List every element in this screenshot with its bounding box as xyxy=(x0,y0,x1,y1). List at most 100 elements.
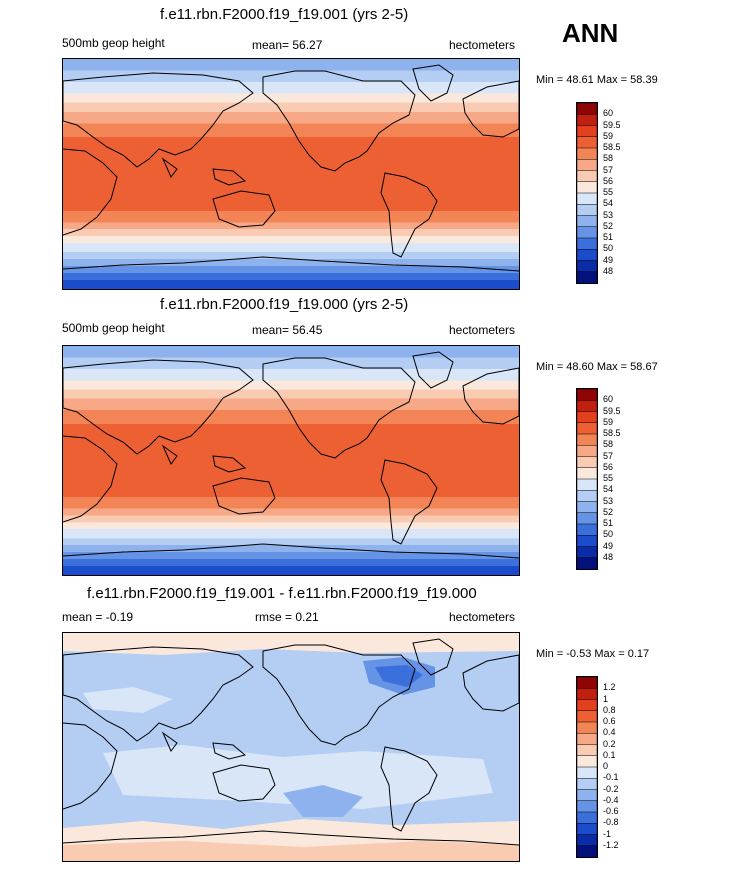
coastline xyxy=(63,359,254,455)
colorbar-tick-label: 48 xyxy=(603,265,614,276)
colorbar-tick-label: 56 xyxy=(603,461,614,472)
colorbar-swatch xyxy=(577,170,597,183)
panel1-map-svg xyxy=(63,59,519,289)
coastline xyxy=(63,148,118,236)
colorbar-swatch xyxy=(577,789,597,802)
coastline xyxy=(412,638,454,676)
colorbar-swatch xyxy=(577,181,597,194)
colorbar-swatch xyxy=(577,400,597,413)
colorbar-tick-label: 49 xyxy=(603,254,614,265)
colorbar-tick-label: -0.6 xyxy=(603,806,619,816)
coastline xyxy=(380,746,438,832)
coastline xyxy=(63,72,254,168)
coastline xyxy=(262,70,416,172)
colorbar-tick-label: -0.4 xyxy=(603,794,619,805)
colorbar-tick-label: 51 xyxy=(603,232,614,242)
colorbar-tick-label: 56 xyxy=(603,175,614,186)
colorbar-swatch xyxy=(577,125,597,138)
colorbar-swatch xyxy=(577,114,597,127)
coastline xyxy=(63,435,118,523)
coastline xyxy=(161,444,178,465)
colorbar-swatch xyxy=(577,260,597,273)
coastline xyxy=(462,80,519,138)
panel1-title: f.e11.rbn.F2000.f19_f19.001 (yrs 2-5) xyxy=(160,6,409,23)
colorbar-swatch xyxy=(577,147,597,160)
colorbar-tick-label: 0.1 xyxy=(603,749,616,760)
colorbar-swatch xyxy=(577,699,597,712)
panel1-minmax: Min = 48.61 Max = 58.39 xyxy=(536,74,658,86)
colorbar-tick-label: -1.2 xyxy=(603,839,619,850)
colorbar-tick-label: 50 xyxy=(603,529,614,540)
colorbar-swatch xyxy=(577,710,597,723)
coastline xyxy=(212,477,276,515)
coastline xyxy=(380,172,438,258)
colorbar-tick-label: 59 xyxy=(603,416,614,427)
coastline xyxy=(462,367,519,425)
panel3-rmse: rmse = 0.21 xyxy=(255,610,319,624)
colorbar-tick-label: 55 xyxy=(603,473,614,483)
colorbar-tick-label: 53 xyxy=(603,209,614,220)
colorbar-swatch xyxy=(577,523,597,536)
colorbar-swatch xyxy=(577,136,597,149)
panel3-map xyxy=(62,632,520,862)
colorbar-swatch xyxy=(577,422,597,435)
colorbar-swatch xyxy=(577,535,597,548)
coastline xyxy=(63,543,519,559)
coastline xyxy=(63,646,254,742)
colorbar-swatch xyxy=(577,271,597,283)
colorbar-tick-label: 52 xyxy=(603,220,614,231)
colorbar-swatch xyxy=(577,778,597,791)
colorbar-swatch xyxy=(577,823,597,836)
panel3-title: f.e11.rbn.F2000.f19_f19.001 - f.e11.rbn.… xyxy=(87,585,477,602)
colorbar-tick-label: 59.5 xyxy=(603,119,621,130)
field-bands xyxy=(63,346,519,575)
panel2-minmax: Min = 48.60 Max = 58.67 xyxy=(536,361,658,373)
colorbar-tick-label: 50 xyxy=(603,243,614,254)
colorbar-swatch xyxy=(577,688,597,701)
panel2-mean: mean= 56.45 xyxy=(252,323,323,337)
colorbar-swatch xyxy=(577,512,597,525)
coastline xyxy=(412,64,454,102)
colorbar-tick-label: 54 xyxy=(603,198,614,209)
colorbar-swatch xyxy=(577,389,597,401)
panel1-field-label: 500mb geop height xyxy=(62,36,165,50)
colorbar-tick-label: -0.8 xyxy=(603,817,619,828)
colorbar-swatch xyxy=(577,845,597,857)
coastline xyxy=(212,190,276,228)
colorbar-tick-label: 59 xyxy=(603,130,614,141)
colorbar-tick-label: 58.5 xyxy=(603,428,621,438)
colorbar-tick-label: 55 xyxy=(603,187,614,197)
coastline xyxy=(212,764,276,802)
colorbar-tick-label: 58.5 xyxy=(603,142,621,152)
panel1-units: hectometers xyxy=(449,38,516,52)
diff-contour-region xyxy=(63,841,519,861)
colorbar-swatch xyxy=(577,445,597,458)
diff-contour-region xyxy=(63,633,519,655)
colorbar-swatch xyxy=(577,456,597,469)
colorbar-tick-label: 0.4 xyxy=(603,727,616,738)
colorbar-swatch xyxy=(577,249,597,262)
coastline xyxy=(63,256,519,272)
panel1-colorbar xyxy=(576,102,598,284)
colorbar-tick-label: 59.5 xyxy=(603,405,621,416)
colorbar-swatch xyxy=(577,215,597,228)
season-label: ANN xyxy=(562,18,619,48)
colorbar-tick-label: 58 xyxy=(603,153,614,164)
coastline xyxy=(63,830,519,846)
colorbar-tick-label: 52 xyxy=(603,506,614,517)
colorbar-swatch xyxy=(577,103,597,115)
colorbar-tick-label: 0.2 xyxy=(603,738,616,749)
colorbar-tick-label: 60 xyxy=(603,108,614,119)
colorbar-tick-label: 49 xyxy=(603,540,614,551)
coastline xyxy=(380,459,438,545)
coastline xyxy=(63,722,118,810)
colorbar-swatch xyxy=(577,834,597,847)
panel3-mean: mean = -0.19 xyxy=(62,610,134,624)
panel2-field-label: 500mb geop height xyxy=(62,321,165,335)
field-bands xyxy=(63,59,519,289)
colorbar-tick-label: 0.8 xyxy=(603,704,616,715)
colorbar-swatch xyxy=(577,159,597,172)
colorbar-swatch xyxy=(577,800,597,813)
colorbar-swatch xyxy=(577,467,597,480)
colorbar-swatch xyxy=(577,192,597,205)
